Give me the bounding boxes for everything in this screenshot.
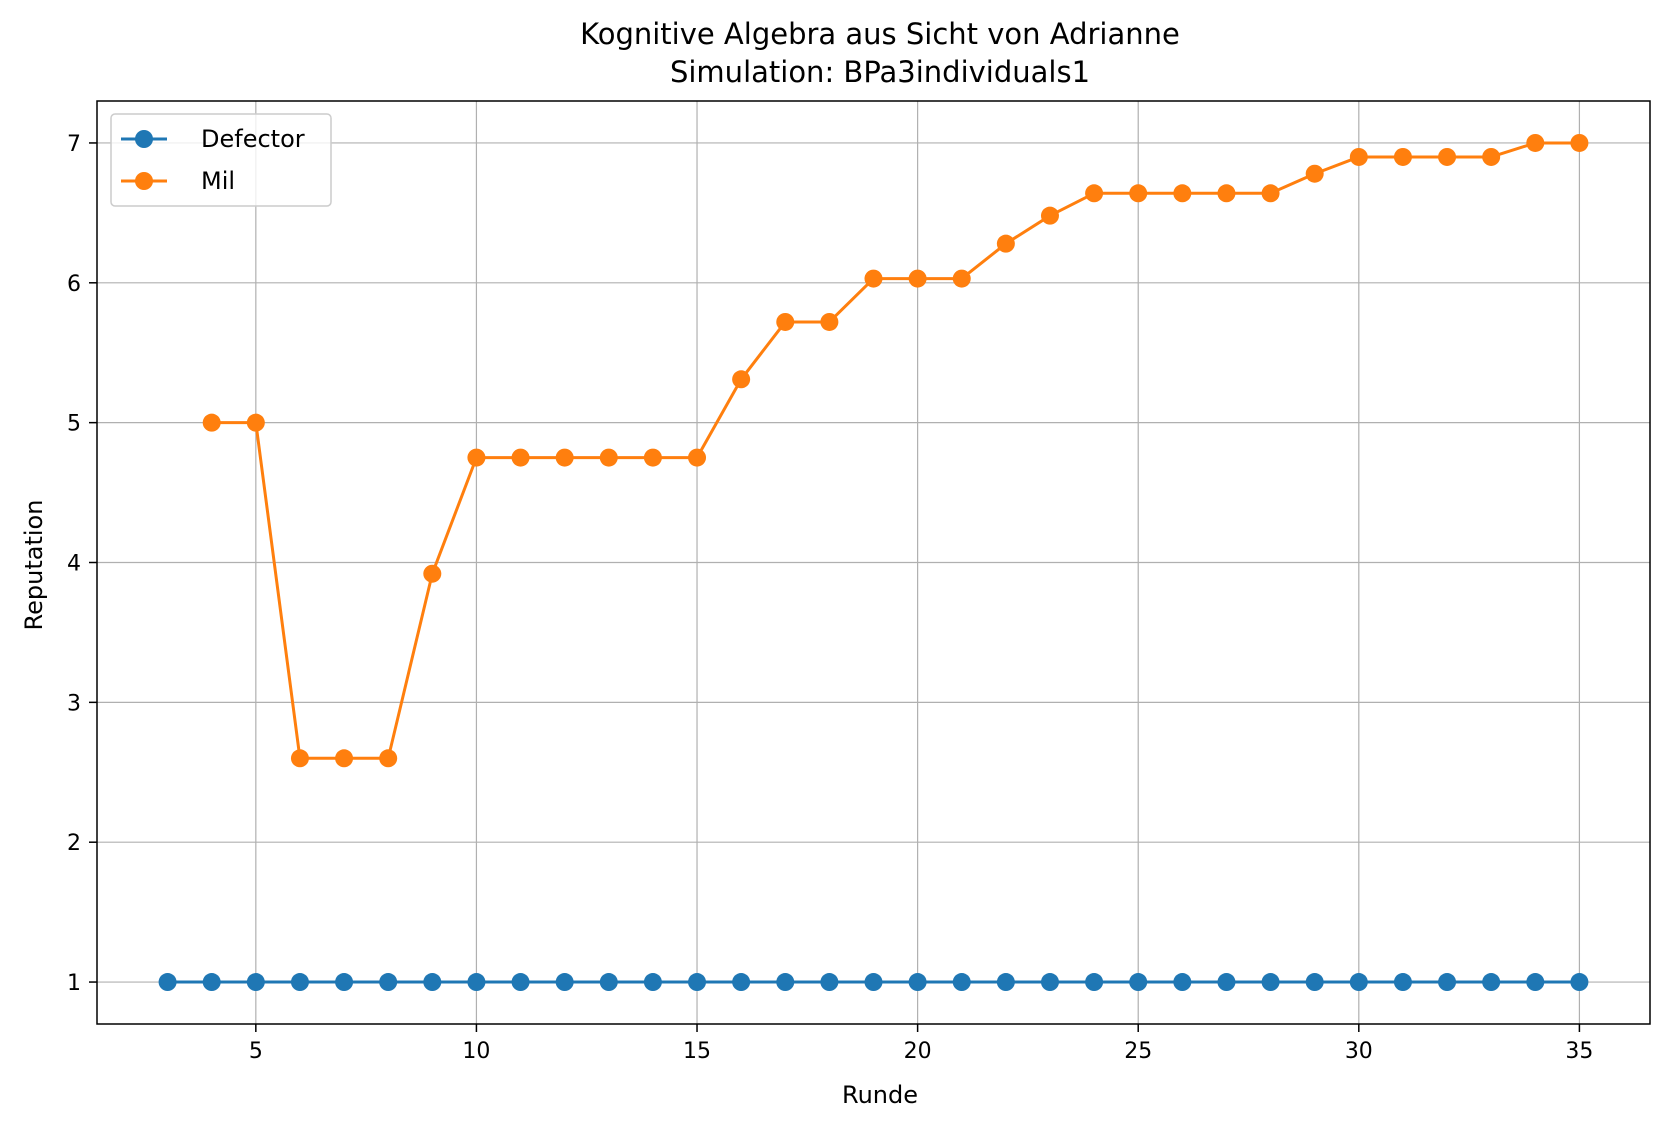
- data-point-mil: [379, 749, 398, 768]
- data-point-defector: [688, 973, 707, 992]
- data-point-defector: [1129, 973, 1148, 992]
- data-point-defector: [908, 973, 927, 992]
- y-tick-label: 3: [67, 691, 81, 716]
- data-point-mil: [1349, 147, 1368, 166]
- data-point-mil: [1261, 184, 1280, 203]
- y-tick-label: 5: [67, 412, 81, 437]
- legend-label-defector: Defector: [201, 125, 305, 153]
- data-point-defector: [246, 973, 265, 992]
- data-point-defector: [643, 973, 662, 992]
- data-point-defector: [952, 973, 971, 992]
- data-point-defector: [599, 973, 618, 992]
- data-point-mil: [555, 448, 574, 467]
- data-point-mil: [1482, 147, 1501, 166]
- data-point-mil: [1570, 133, 1589, 152]
- data-point-defector: [864, 973, 883, 992]
- data-point-defector: [379, 973, 398, 992]
- data-point-defector: [335, 973, 354, 992]
- data-point-mil: [202, 413, 221, 432]
- x-axis-label: Runde: [842, 1081, 918, 1109]
- legend-marker-defector: [135, 130, 153, 148]
- data-point-defector: [1305, 973, 1324, 992]
- data-point-defector: [1526, 973, 1545, 992]
- data-point-mil: [599, 448, 618, 467]
- data-point-mil: [952, 269, 971, 288]
- data-point-defector: [1085, 973, 1104, 992]
- data-point-defector: [1217, 973, 1236, 992]
- y-tick-label: 7: [67, 132, 81, 157]
- data-point-mil: [643, 448, 662, 467]
- data-point-defector: [1173, 973, 1192, 992]
- data-point-defector: [820, 973, 839, 992]
- data-point-mil: [776, 312, 795, 331]
- data-point-defector: [1349, 973, 1368, 992]
- data-point-mil: [290, 749, 309, 768]
- data-point-mil: [820, 312, 839, 331]
- chart-subtitle: Simulation: BPa3individuals1: [670, 55, 1090, 89]
- data-point-defector: [1438, 973, 1457, 992]
- data-point-defector: [732, 973, 751, 992]
- data-point-mil: [467, 448, 486, 467]
- y-axis-label: Reputation: [20, 500, 48, 631]
- data-point-mil: [908, 269, 927, 288]
- data-point-defector: [1482, 973, 1501, 992]
- data-point-defector: [1040, 973, 1059, 992]
- x-tick-label: 35: [1565, 1039, 1593, 1064]
- data-point-defector: [1570, 973, 1589, 992]
- data-point-defector: [290, 973, 309, 992]
- x-tick-label: 20: [904, 1039, 932, 1064]
- data-point-defector: [776, 973, 795, 992]
- legend-marker-mil: [135, 172, 153, 190]
- data-point-mil: [1217, 184, 1236, 203]
- data-point-defector: [1261, 973, 1280, 992]
- axes: 5 10 15 20 25 30 35 1 2 3 4 5 6 7: [67, 100, 1651, 1064]
- data-point-defector: [511, 973, 530, 992]
- data-point-mil: [732, 370, 751, 389]
- data-point-mil: [1129, 184, 1148, 203]
- legend: Defector Mil: [110, 113, 332, 207]
- data-point-mil: [1438, 147, 1457, 166]
- data-point-mil: [1173, 184, 1192, 203]
- data-point-mil: [423, 564, 442, 583]
- x-tick-label: 30: [1345, 1039, 1373, 1064]
- x-tick-label: 5: [249, 1039, 263, 1064]
- data-point-defector: [996, 973, 1015, 992]
- data-point-mil: [996, 234, 1015, 253]
- chart-title: Kognitive Algebra aus Sicht von Adrianne: [580, 17, 1180, 51]
- data-point-mil: [246, 413, 265, 432]
- legend-label-mil: Mil: [201, 167, 235, 195]
- x-tick-label: 10: [462, 1039, 490, 1064]
- data-point-mil: [1393, 147, 1412, 166]
- x-tick-label: 25: [1124, 1039, 1152, 1064]
- data-point-mil: [1040, 206, 1059, 225]
- data-point-mil: [1305, 164, 1324, 183]
- y-tick-label: 6: [67, 272, 81, 297]
- data-point-mil: [335, 749, 354, 768]
- y-tick-label: 2: [67, 831, 81, 856]
- data-point-mil: [688, 448, 707, 467]
- data-point-defector: [202, 973, 221, 992]
- data-point-mil: [1085, 184, 1104, 203]
- series-layer: [158, 133, 1589, 992]
- data-point-mil: [864, 269, 883, 288]
- data-point-defector: [467, 973, 486, 992]
- data-point-defector: [555, 973, 574, 992]
- x-tick-label: 15: [683, 1039, 711, 1064]
- data-point-defector: [158, 973, 177, 992]
- data-point-defector: [423, 973, 442, 992]
- data-point-defector: [1393, 973, 1412, 992]
- y-tick-label: 4: [67, 552, 81, 577]
- data-point-mil: [1526, 133, 1545, 152]
- legend-box: [110, 113, 332, 207]
- y-tick-label: 1: [67, 971, 81, 996]
- data-point-mil: [511, 448, 530, 467]
